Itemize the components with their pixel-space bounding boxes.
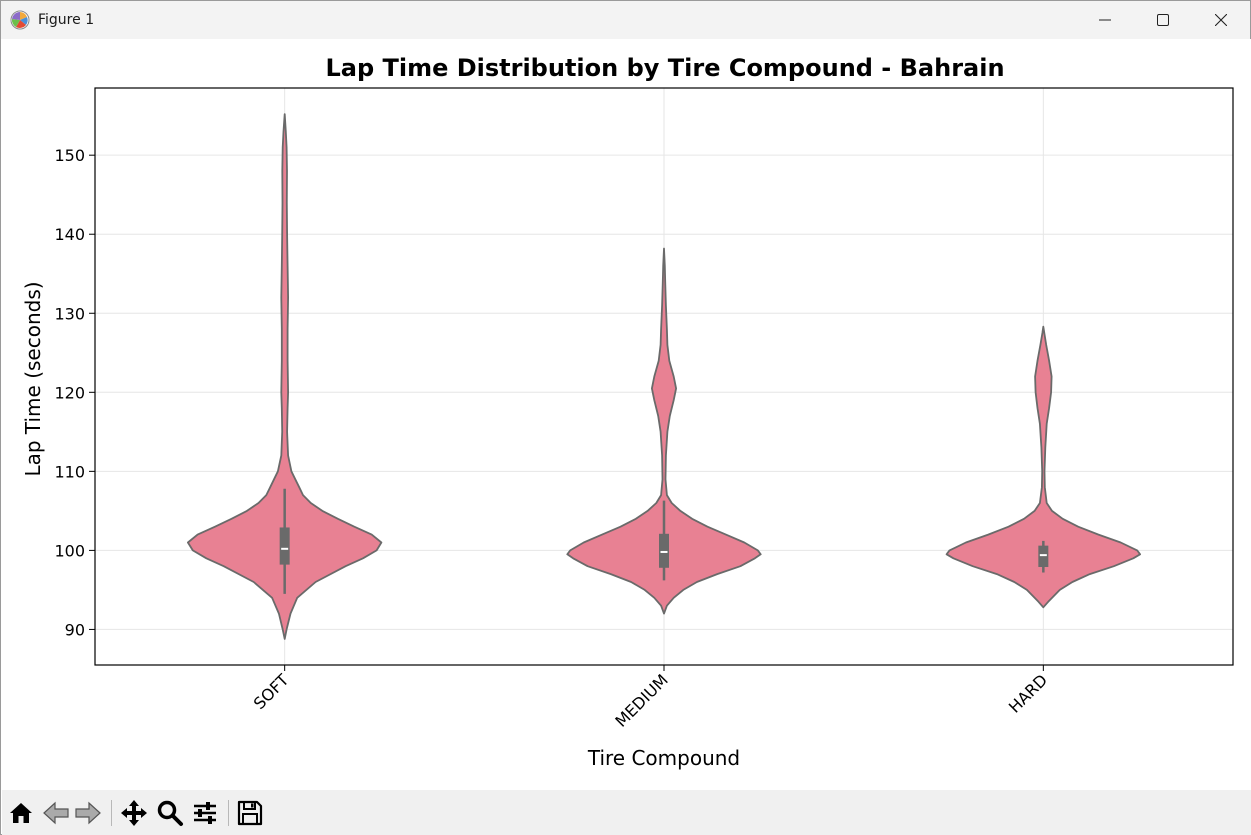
y-tick-label: 110 xyxy=(54,462,85,481)
figure-canvas[interactable]: 90 100 110 120 130 140 150 SOFT MEDIUM HARD Lap … xyxy=(2,39,1251,790)
y-tick-label: 130 xyxy=(54,304,85,323)
violin-body xyxy=(945,325,1141,609)
y-ticks: 90 100 110 120 130 140 150 xyxy=(54,146,95,639)
back-arrow-icon xyxy=(43,801,69,825)
close-button[interactable] xyxy=(1192,1,1250,39)
y-axis-label: Lap Time (seconds) xyxy=(21,281,45,476)
y-tick-label: 150 xyxy=(54,146,85,165)
pan-button[interactable] xyxy=(119,798,149,828)
matplotlib-logo-icon xyxy=(10,10,30,30)
violin-iqr-box xyxy=(1038,545,1049,567)
configure-subplots-icon xyxy=(194,802,216,824)
x-ticks: SOFT MEDIUM HARD xyxy=(250,665,1051,731)
violin-body xyxy=(566,247,762,615)
back-button[interactable] xyxy=(41,798,71,828)
pan-icon xyxy=(121,800,147,826)
chart-title: Lap Time Distribution by Tire Compound -… xyxy=(325,54,1004,82)
y-tick-label: 140 xyxy=(54,225,85,244)
y-tick-label: 100 xyxy=(54,541,85,560)
violins xyxy=(187,113,1141,640)
violin-hard xyxy=(945,325,1141,609)
toolbar-separator xyxy=(228,800,229,826)
zoom-icon xyxy=(157,800,183,826)
x-axis-label: Tire Compound xyxy=(587,746,740,770)
forward-arrow-icon xyxy=(75,801,101,825)
x-tick-label: MEDIUM xyxy=(611,670,671,730)
violin-chart: 90 100 110 120 130 140 150 SOFT MEDIUM HARD Lap … xyxy=(21,54,1234,770)
home-icon xyxy=(10,803,32,823)
y-tick-label: 90 xyxy=(65,620,85,639)
minimize-button[interactable] xyxy=(1076,1,1134,39)
y-tick-label: 120 xyxy=(54,383,85,402)
minimize-icon xyxy=(1099,19,1111,21)
configure-subplots-button[interactable] xyxy=(190,798,220,828)
maximize-icon xyxy=(1157,14,1169,26)
violin-soft xyxy=(187,113,383,640)
violin-iqr-box xyxy=(659,533,669,568)
close-icon xyxy=(1215,14,1227,26)
violin-medium xyxy=(566,247,762,615)
forward-button[interactable] xyxy=(73,798,103,828)
maximize-button[interactable] xyxy=(1134,1,1192,39)
zoom-button[interactable] xyxy=(155,798,185,828)
violin-body xyxy=(187,113,383,640)
title-bar[interactable]: Figure 1 xyxy=(1,1,1250,39)
navigation-toolbar xyxy=(2,790,1251,835)
save-icon xyxy=(237,800,263,826)
toolbar-separator xyxy=(111,800,112,826)
x-tick-label: HARD xyxy=(1005,670,1051,716)
x-tick-label: SOFT xyxy=(250,670,293,713)
window-title: Figure 1 xyxy=(38,12,95,28)
home-button[interactable] xyxy=(6,798,36,828)
save-button[interactable] xyxy=(235,798,265,828)
violin-iqr-box xyxy=(279,527,290,565)
